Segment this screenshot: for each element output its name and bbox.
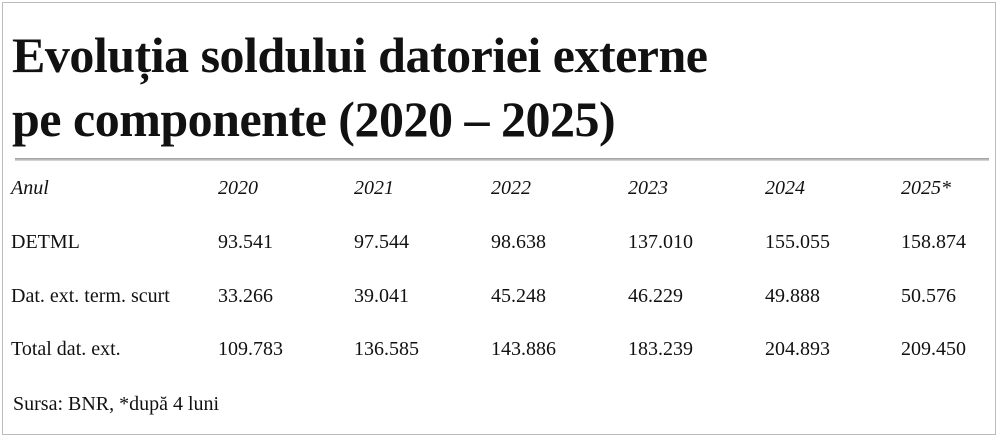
table-cell: 137.010 (628, 231, 693, 253)
table-cell: 50.576 (901, 285, 956, 307)
table-cell: 2020 (218, 177, 258, 199)
table-cell: 2023 (628, 177, 668, 199)
table-cell: 49.888 (765, 285, 820, 307)
table-cell: Total dat. ext. (11, 338, 121, 360)
title-line: Evoluția soldului datoriei externe (12, 27, 708, 83)
table-cell: 98.638 (491, 231, 546, 253)
title-line: pe componente (2020 – 2025) (12, 91, 616, 147)
table-cell: 33.266 (218, 285, 273, 307)
table-cell: 209.450 (901, 338, 966, 360)
table-cell: Dat. ext. term. scurt (11, 285, 170, 307)
table-cell: 155.055 (765, 231, 830, 253)
source-note: Sursa: BNR, *după 4 luni (13, 393, 220, 415)
table-cell: 2021 (354, 177, 394, 199)
table-cell: 2025* (901, 177, 951, 199)
table-cell: 109.783 (218, 338, 283, 360)
title: Evoluția soldului datoriei externe pe co… (12, 23, 708, 151)
table-cell: 2024 (765, 177, 805, 199)
table-cell: 46.229 (628, 285, 683, 307)
table-cell: 97.544 (354, 231, 409, 253)
table-cell: Anul (11, 177, 49, 199)
separator (15, 158, 989, 161)
table-cell: DETML (11, 231, 80, 253)
table-cell: 136.585 (354, 338, 419, 360)
table-cell: 158.874 (901, 231, 966, 253)
table-cell: 2022 (491, 177, 531, 199)
table-cell: 143.886 (491, 338, 556, 360)
table-cell: 183.239 (628, 338, 693, 360)
table-cell: 93.541 (218, 231, 273, 253)
table-cell: 204.893 (765, 338, 830, 360)
table-cell: 45.248 (491, 285, 546, 307)
table-cell: 39.041 (354, 285, 409, 307)
